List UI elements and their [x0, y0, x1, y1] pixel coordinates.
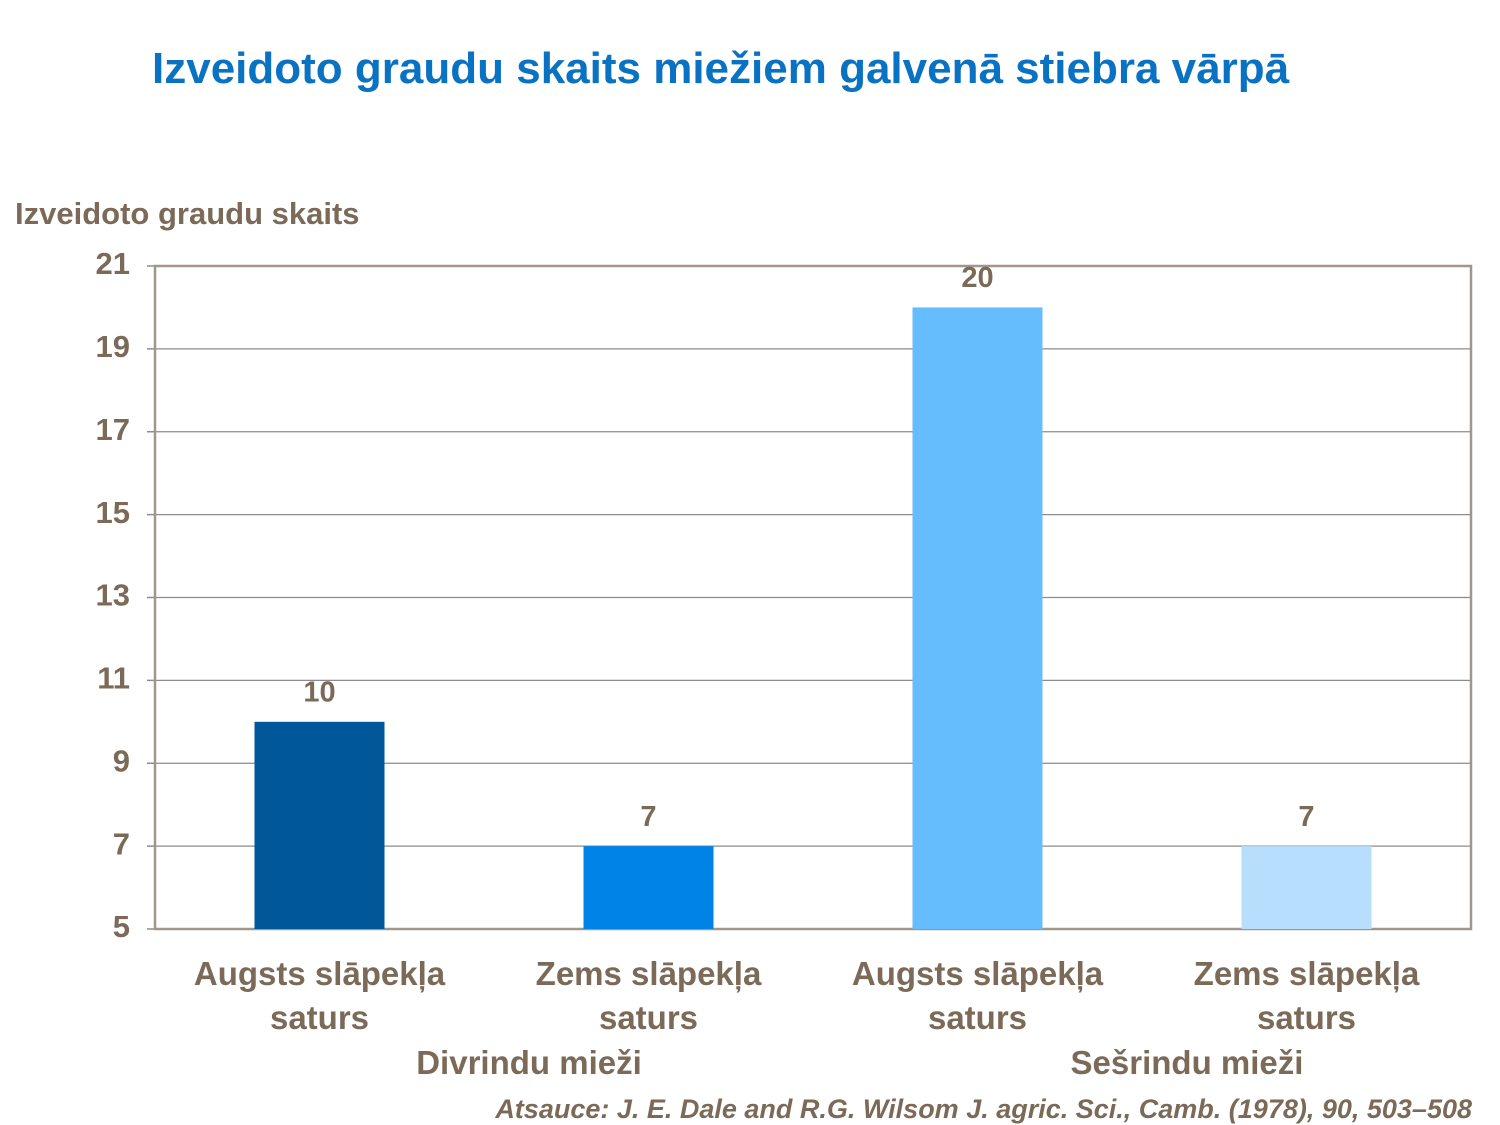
value-label: 20 [961, 262, 993, 294]
y-tick-label: 7 [113, 826, 130, 861]
bar [912, 307, 1043, 929]
plot-frame [153, 264, 1473, 931]
value-label: 7 [640, 801, 656, 833]
group-label: Sešrindu mieži [1070, 1044, 1304, 1081]
y-tick-label: 21 [96, 246, 130, 281]
source-note: Atsauce: J. E. Dale and R.G. Wilsom J. a… [495, 1094, 1472, 1124]
y-tick-label: 11 [97, 661, 130, 696]
y-tick-label: 15 [96, 495, 130, 530]
chart-title: Izveidoto graudu skaits miežiem galvenā … [152, 44, 1290, 93]
bar [1241, 846, 1372, 929]
y-tick-label: 13 [96, 578, 130, 613]
y-tick-label: 19 [96, 329, 130, 364]
bar [254, 721, 385, 929]
x-tick-label: Augsts slāpekļa saturs [851, 955, 1104, 1036]
x-tick-label: Augsts slāpekļa saturs [193, 955, 446, 1036]
value-label: 10 [303, 676, 335, 708]
group-label: Divrindu mieži [416, 1044, 642, 1081]
y-axis-title: Izveidoto graudu skaits [15, 196, 360, 231]
bar [583, 846, 714, 929]
y-tick-label: 5 [113, 909, 130, 944]
y-tick-label: 9 [113, 743, 130, 778]
value-label: 7 [1298, 801, 1314, 833]
y-tick-label: 17 [96, 412, 130, 447]
x-tick-label: Zems slāpekļa saturs [1193, 955, 1420, 1036]
x-tick-label: Zems slāpekļa saturs [535, 955, 762, 1036]
